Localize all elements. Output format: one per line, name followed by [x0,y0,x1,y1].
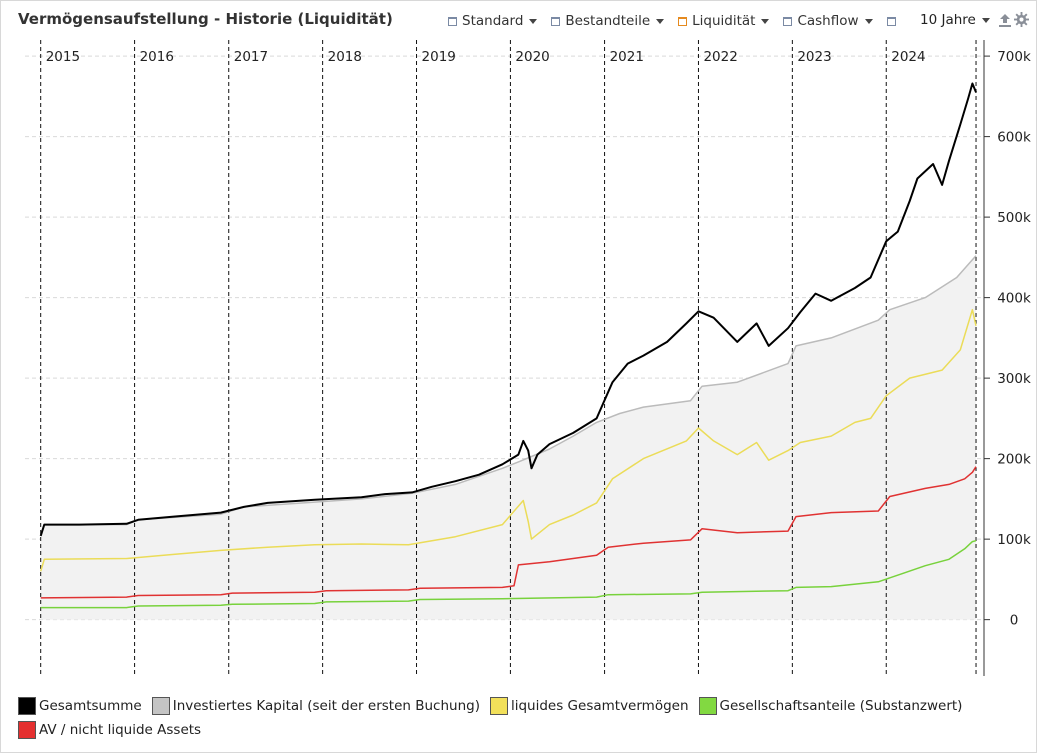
x-tick-label: 2017 [234,49,268,65]
legend-swatch [18,697,36,715]
x-tick-label: 2016 [140,49,174,65]
x-tick-label: 2020 [515,49,549,65]
legend-label: Investiertes Kapital (seit der ersten Bu… [172,698,480,714]
chart: 0 100k 200k 300k 400k 500k 600k 700k 2015 2016 201… [25,40,1031,676]
range-select[interactable]: 10 Jahre [920,12,990,28]
y-tick-label: 500k [997,210,1031,226]
series-line-av-nicht-liquide-assets [40,466,977,599]
chevron-down-icon [529,18,538,24]
legend-label: AV / nicht liquide Assets [39,722,202,738]
chevron-down-icon [864,18,873,24]
gear-icon[interactable] [1014,12,1029,27]
y-tick-label: 0 [1010,613,1019,629]
legend: Gesamtsumme Investiertes Kapital (seit d… [18,694,1018,742]
legend-row: AV / nicht liquide Assets [18,718,1018,742]
y-tick-label: 200k [997,452,1031,468]
legend-label: Gesellschaftsanteile (Substanzwert) [719,698,963,714]
toolbar-label: Standard [462,13,524,29]
legend-swatch [151,697,170,715]
legend-swatch [18,721,36,739]
legend-label: liquides Gesamtvermögen [510,698,689,714]
legend-item-gesellschaftsanteile[interactable]: Gesellschaftsanteile (Substanzwert) [698,697,963,715]
export-icon[interactable] [998,13,1012,28]
chevron-down-icon [761,18,770,24]
legend-row: Gesamtsumme Investiertes Kapital (seit d… [18,694,1018,718]
chevron-down-icon [656,18,665,24]
x-tick-label: 2022 [703,49,737,65]
toolbar-item-extra[interactable] [886,16,901,26]
page-title: Vermögensaufstellung - Historie (Liquidi… [18,10,393,28]
legend-swatch [698,697,717,715]
legend-swatch [489,697,508,715]
y-tick-label: 100k [997,532,1031,548]
series-line-gesellschaftsanteile-substanzwert [40,539,977,609]
y-tick-label: 300k [997,371,1031,387]
toolbar-item-standard[interactable]: Standard [448,13,538,29]
series-line-liquides-gesamtverm-gen [39,308,977,572]
toolbar-label: Cashflow [797,13,859,29]
legend-item-av-nicht-liquide[interactable]: AV / nicht liquide Assets [18,721,201,739]
x-tick-label: 2021 [610,49,644,65]
toolbar: Standard Bestandteile Liquidität Cashflo… [448,12,915,30]
y-tick-label: 600k [997,130,1031,146]
x-tick-label: 2015 [46,49,80,65]
legend-item-liquides-vermoegen[interactable]: liquides Gesamtvermögen [489,697,689,715]
legend-label: Gesamtsumme [39,698,142,714]
x-tick-label: 2023 [797,49,831,65]
y-tick-label: 400k [997,291,1031,307]
legend-item-investiertes-kapital[interactable]: Investiertes Kapital (seit der ersten Bu… [151,697,480,715]
series-area-investiertes-kapital [40,255,976,620]
toolbar-item-liquiditaet[interactable]: Liquidität [678,13,770,29]
checkbox-icon [448,16,457,26]
toolbar-item-bestandteile[interactable]: Bestandteile [551,13,665,29]
chevron-down-icon [981,17,990,23]
toolbar-label: Bestandteile [565,13,651,29]
y-tick-label: 700k [997,49,1031,65]
toolbar-label: Liquidität [692,13,756,29]
checkbox-icon [886,16,896,26]
checkbox-icon [678,16,688,26]
x-tick-label: 2018 [328,49,362,65]
series-line-gesamtsumme [39,82,977,537]
legend-item-gesamtsumme[interactable]: Gesamtsumme [18,697,142,715]
x-tick-label: 2024 [891,49,925,65]
range-label: 10 Jahre [920,12,976,28]
x-tick-label: 2019 [422,49,456,65]
checkbox-icon [783,16,793,26]
checkbox-icon [551,16,561,26]
toolbar-item-cashflow[interactable]: Cashflow [783,13,873,29]
